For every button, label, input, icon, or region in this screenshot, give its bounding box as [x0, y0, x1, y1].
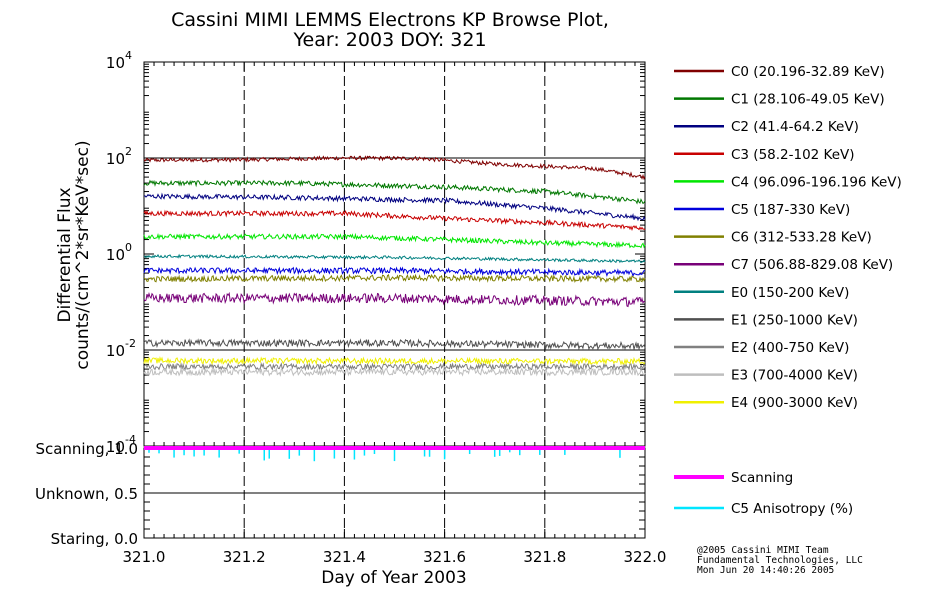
series-line [143, 266, 646, 278]
legend: C0 (20.196-32.89 KeV) C1 (28.106-49.05 Ke… [674, 64, 902, 411]
series-line [143, 338, 646, 351]
status-tick-label: Staring, 0.0 [51, 530, 138, 548]
series-line [143, 291, 646, 308]
legend-label: C0 (20.196-32.89 KeV) [731, 64, 885, 80]
series-line [143, 253, 646, 264]
legend-label: Scanning [731, 470, 793, 486]
y-axis-label-line2: counts/(cm^2*sr*KeV*sec) [73, 140, 93, 369]
y-tick-exponent: 2 [125, 145, 132, 158]
series-line [143, 232, 646, 249]
legend-label: C7 (506.88-829.08 KeV) [731, 257, 893, 273]
legend-label: E0 (150-200 KeV) [731, 285, 849, 301]
status-panel: Scanning, 1.0 Unknown, 0.5 Staring, 0.0 [35, 440, 646, 548]
copyright-line: @2005 Cassini MIMI Team [697, 545, 829, 556]
legend-label: E4 (900-3000 KeV) [731, 395, 858, 411]
legend-label: E2 (400-750 KeV) [731, 340, 849, 356]
x-tick-label: 321.0 [123, 548, 166, 566]
y-tick-label: 10 [106, 150, 125, 168]
series-line [143, 155, 646, 181]
x-tick-label: 321.4 [323, 548, 366, 566]
series-line [143, 273, 646, 284]
x-tick-label: 321.2 [223, 548, 266, 566]
y-tick-label: 10 [106, 342, 125, 360]
y-tick-exponent: 0 [125, 241, 132, 254]
y-tick-exponent: 4 [125, 49, 132, 62]
legend-label: C4 (96.096-196.196 KeV) [731, 174, 902, 190]
x-tick-label: 321.6 [423, 548, 466, 566]
series-line [143, 179, 646, 205]
x-axis-label: Day of Year 2003 [321, 568, 466, 588]
copyright-block: @2005 Cassini MIMI Team Fundamental Tech… [697, 546, 863, 576]
legend-label: E3 (700-4000 KeV) [731, 368, 858, 384]
x-tick-label: 322.0 [624, 548, 667, 566]
status-legend: Scanning C5 Anisotropy (%) [674, 470, 853, 517]
y-tick-exponent: -4 [125, 433, 136, 446]
legend-label: C3 (58.2-102 KeV) [731, 147, 855, 163]
series-line [143, 361, 646, 372]
chart-title-line1: Cassini MIMI LEMMS Electrons KP Browse P… [171, 9, 609, 31]
x-tick-label: 321.8 [523, 548, 566, 566]
y-tick-label: 10 [106, 54, 125, 72]
legend-label: C2 (41.4-64.2 KeV) [731, 119, 859, 135]
y-tick-label: 10 [106, 438, 125, 456]
status-tick-label: Unknown, 0.5 [35, 485, 138, 503]
status-tick-label: Scanning, 1.0 [35, 440, 138, 458]
company-line: Fundamental Technologies, LLC [697, 555, 863, 566]
series-line [143, 366, 646, 377]
legend-label: C1 (28.106-49.05 KeV) [731, 92, 885, 108]
series-line [143, 355, 646, 366]
y-tick-exponent: -2 [125, 337, 136, 350]
y-axis-label-line1: Differential Flux [55, 187, 75, 322]
legend-label: C5 (187-330 KeV) [731, 202, 850, 218]
timestamp-line: Mon Jun 20 14:40:26 2005 [697, 565, 835, 576]
legend-label: C6 (312-533.28 KeV) [731, 230, 872, 246]
series-line [144, 192, 646, 222]
y-tick-label: 10 [106, 246, 125, 264]
series-line [143, 209, 646, 231]
flux-panel-frame [143, 61, 646, 447]
legend-label: E1 (250-1000 KeV) [731, 312, 858, 328]
legend-label: C5 Anisotropy (%) [731, 501, 853, 517]
chart-title-line2: Year: 2003 DOY: 321 [292, 29, 486, 51]
